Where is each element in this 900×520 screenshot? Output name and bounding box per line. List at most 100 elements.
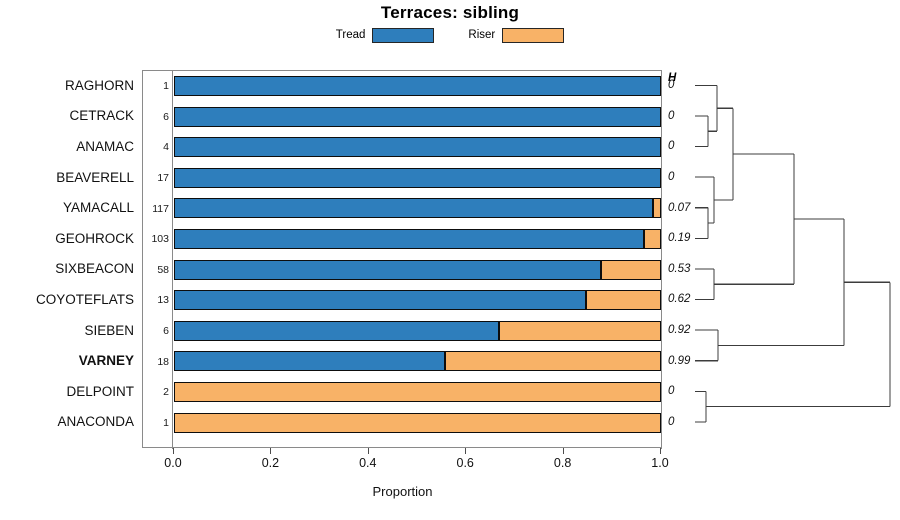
bar-segment-riser xyxy=(498,320,661,341)
column-header-h: H xyxy=(668,72,677,84)
x-axis-tick xyxy=(562,448,564,454)
row-h-value: 0 xyxy=(668,79,675,92)
bar-segment-tread xyxy=(174,259,601,280)
row-n-value: 18 xyxy=(157,355,169,368)
row-n-value: 1 xyxy=(163,80,169,93)
y-axis-label-anamac: ANAMAC xyxy=(76,138,134,154)
y-axis-label-raghorn: RAGHORN xyxy=(64,77,134,93)
row-h-value: 0.92 xyxy=(668,324,691,337)
bar-segment-riser xyxy=(585,290,661,311)
stacked-bar xyxy=(174,412,661,433)
bar-segment-tread xyxy=(174,137,661,158)
row-n-value: 2 xyxy=(163,386,169,399)
stacked-bar xyxy=(174,137,661,158)
table-row: 1 xyxy=(143,71,663,102)
table-row: 18 xyxy=(143,346,663,377)
y-axis-label-coyoteflats: COYOTEFLATS xyxy=(35,291,134,307)
y-axis-label-sixbeacon: SIXBEACON xyxy=(55,261,134,277)
table-row: 1 xyxy=(143,408,663,439)
row-h-value: 0 xyxy=(668,171,675,184)
x-axis-title: Proportion xyxy=(372,484,433,499)
y-axis-label-yamacall: YAMACALL xyxy=(62,200,134,216)
plot-panel: 1 6 4 17 117 103 58 13 6 18 2 1 xyxy=(142,70,663,449)
bar-segment-tread xyxy=(174,351,445,372)
x-axis-tick-label: 0.4 xyxy=(359,456,377,470)
row-n-value: 4 xyxy=(163,141,169,154)
x-axis: 0.0 0.2 0.4 0.6 0.8 1.0 xyxy=(142,448,669,488)
x-axis-tick-label: 1.0 xyxy=(651,456,669,470)
stacked-bar xyxy=(174,167,661,188)
bar-segment-riser xyxy=(174,412,661,433)
bar-segment-tread xyxy=(174,76,661,96)
stacked-bar xyxy=(174,106,661,127)
legend-label-tread: Tread xyxy=(335,29,366,41)
x-axis-tick xyxy=(270,448,272,454)
stacked-bar xyxy=(174,76,661,96)
stacked-bar xyxy=(174,382,661,402)
y-axis-label-beaverell: BEAVERELL xyxy=(56,169,134,185)
h-column-divider xyxy=(661,71,662,449)
x-axis-tick xyxy=(367,448,369,454)
page-title: Terraces: sibling xyxy=(380,3,520,22)
row-n-value: 103 xyxy=(151,233,169,246)
table-row: 6 xyxy=(143,102,663,133)
n-column-divider xyxy=(172,71,173,449)
table-row: 4 xyxy=(143,132,663,163)
bar-segment-riser xyxy=(174,382,661,402)
row-n-value: 6 xyxy=(163,110,169,123)
bar-segment-riser xyxy=(652,198,661,219)
bar-segment-riser xyxy=(644,229,661,249)
x-axis-tick-label: 0.6 xyxy=(456,456,474,470)
bar-segment-tread xyxy=(174,198,653,219)
legend-swatch-tread xyxy=(372,27,435,43)
legend-item-tread: Tread xyxy=(335,27,435,43)
x-axis-tick-label: 0.2 xyxy=(261,456,280,470)
row-n-value: 17 xyxy=(157,172,169,185)
y-axis-label-cetrack: CETRACK xyxy=(69,108,134,124)
row-n-value: 117 xyxy=(152,202,169,215)
row-n-value: 13 xyxy=(157,294,169,307)
table-row: 117 xyxy=(143,193,663,224)
x-axis-tick-label: 0.8 xyxy=(553,456,572,470)
bar-segment-tread xyxy=(174,229,645,249)
legend-label-riser: Riser xyxy=(468,29,496,41)
x-axis-tick xyxy=(465,448,467,454)
y-axis-label-geohrock: GEOHROCK xyxy=(55,230,134,246)
bar-segment-tread xyxy=(174,167,661,188)
legend: Tread Riser xyxy=(0,27,900,43)
table-row: 6 xyxy=(143,316,663,347)
bar-segment-tread xyxy=(174,320,499,341)
y-axis-label-sieben: SIEBEN xyxy=(84,322,134,338)
y-axis-label-delpoint: DELPOINT xyxy=(66,383,134,399)
table-row: 58 xyxy=(143,255,663,286)
row-n-value: 6 xyxy=(163,325,169,338)
dendrogram-svg xyxy=(695,84,891,423)
stacked-bar xyxy=(174,351,661,372)
row-h-value: 0 xyxy=(668,415,675,428)
bar-segment-riser xyxy=(444,351,661,372)
row-h-value: 0 xyxy=(668,385,675,398)
x-axis-tick-label: 0.0 xyxy=(164,456,182,470)
table-row: 103 xyxy=(143,224,663,255)
stacked-bar xyxy=(174,320,661,341)
stacked-bar xyxy=(174,229,661,249)
x-axis-tick xyxy=(173,448,174,454)
bar-segment-tread xyxy=(174,290,586,311)
row-h-value: 0.99 xyxy=(668,354,691,367)
bar-segment-riser xyxy=(600,259,661,280)
y-axis-label-anaconda: ANACONDA xyxy=(57,414,134,430)
stacked-bar xyxy=(174,259,661,280)
bar-segment-tread xyxy=(174,106,661,127)
legend-item-riser: Riser xyxy=(468,27,565,43)
row-n-value: 58 xyxy=(157,263,169,276)
row-h-value: 0.19 xyxy=(668,232,691,245)
row-h-value: 0.07 xyxy=(668,201,691,214)
table-row: 13 xyxy=(143,285,663,316)
dendrogram xyxy=(662,70,900,448)
stacked-bar xyxy=(174,198,661,219)
legend-swatch-riser xyxy=(502,27,565,43)
row-h-value: 0.62 xyxy=(668,293,691,306)
x-axis-tick xyxy=(660,448,661,454)
stacked-bar xyxy=(174,290,661,311)
